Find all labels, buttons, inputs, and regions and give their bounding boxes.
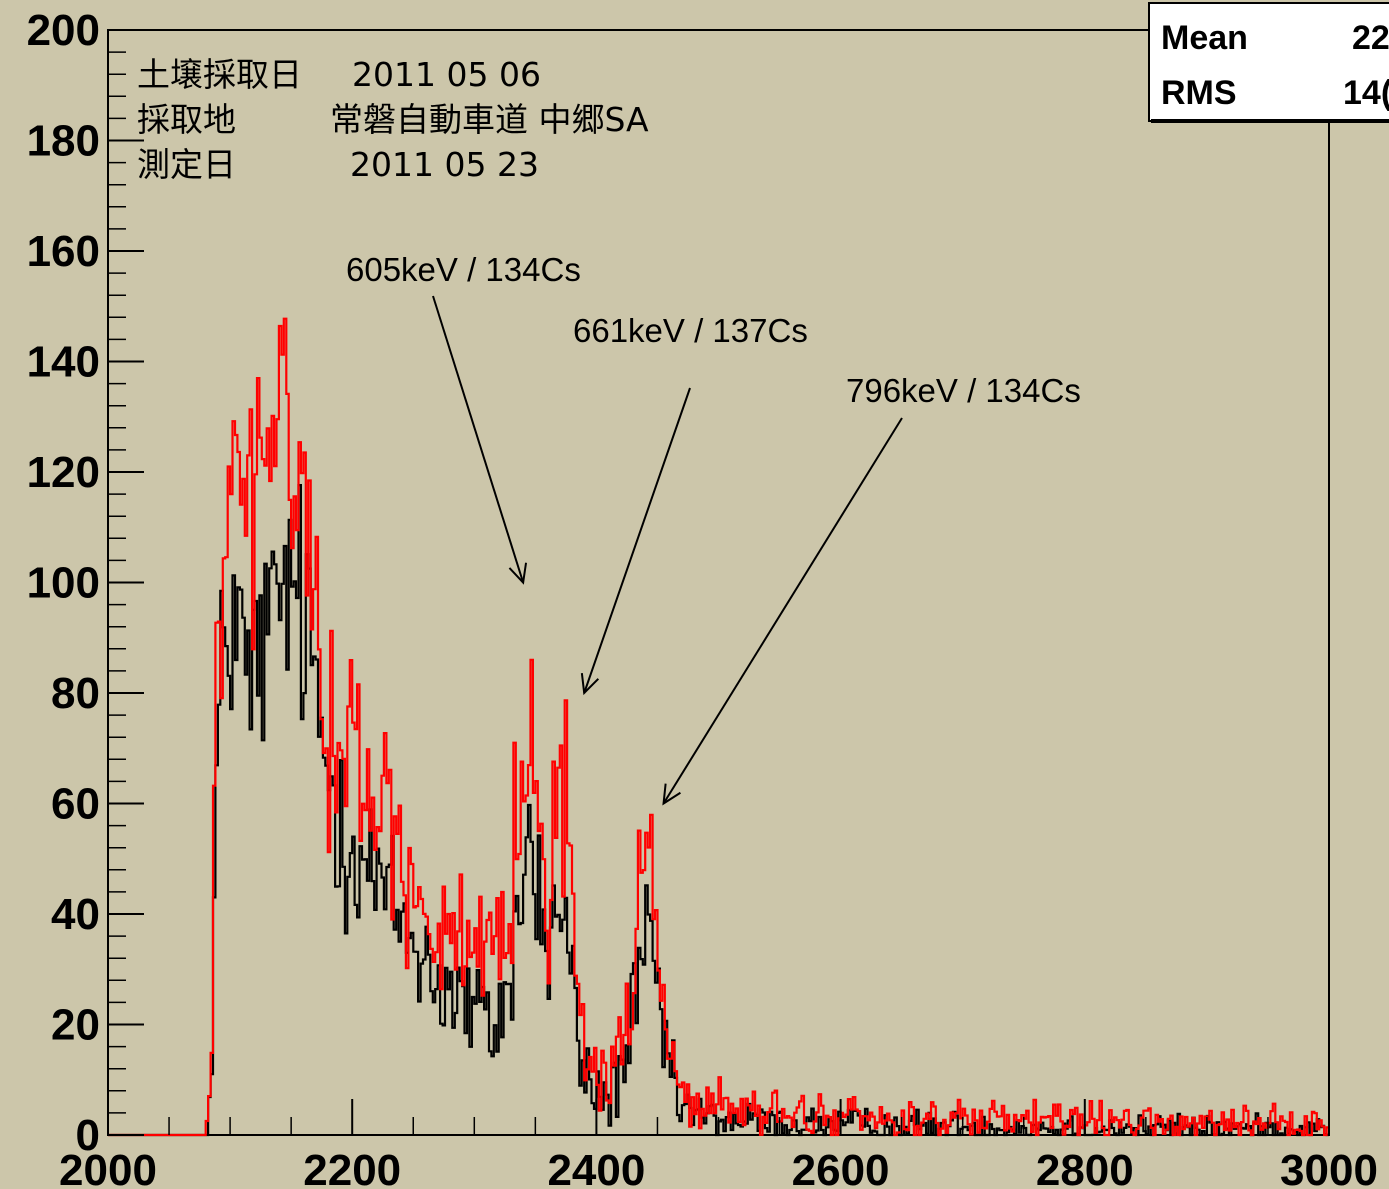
x-tick-label: 2000 [59, 1146, 157, 1189]
histogram-series-1 [108, 317, 1329, 1137]
x-tick-label: 2800 [1036, 1146, 1134, 1189]
peak-annotations: 605keV / 134Cs 661keV / 137Cs 796keV / 1… [346, 251, 1081, 806]
y-tick-label: 180 [27, 117, 100, 166]
annotation-661kev: 661keV / 137Cs [573, 312, 808, 349]
y-tick-label: 140 [27, 338, 100, 387]
x-tick-label: 2400 [547, 1146, 645, 1189]
stat-rms-label: RMS [1161, 74, 1237, 112]
histogram-series [108, 317, 1329, 1137]
x-tick-label: 3000 [1280, 1146, 1378, 1189]
annotation-arrow-line [662, 417, 903, 805]
y-tick-label: 0 [76, 1111, 100, 1160]
y-tick-label: 60 [51, 780, 100, 829]
annotation-arrow-head [662, 783, 681, 806]
x-tick-label: 2200 [303, 1146, 401, 1189]
info-row2-label: 採取地 [137, 100, 236, 139]
stats-box: Mean 22 RMS 14( [1148, 2, 1389, 123]
annotation-arrow-line [583, 387, 691, 694]
stat-rms-value: 14( [1343, 74, 1389, 112]
stat-mean-value: 22 [1352, 19, 1389, 57]
histogram-series-0 [108, 484, 1329, 1137]
sample-info: 土壌採取日 2011 05 06 採取地 常磐自動車道 中郷SA 測定日 201… [137, 55, 649, 184]
annotation-arrow-head [580, 673, 600, 696]
annotation-605kev: 605keV / 134Cs [346, 251, 581, 288]
y-tick-label: 80 [51, 669, 100, 718]
annotation-796kev: 796keV / 134Cs [846, 372, 1081, 409]
y-tick-label: 40 [51, 890, 100, 939]
info-row2-value: 常磐自動車道 中郷SA [330, 100, 649, 139]
annotation-arrow-line [432, 295, 525, 583]
y-tick-label: 20 [51, 1001, 100, 1050]
info-row1-value: 2011 05 06 [352, 55, 541, 94]
y-tick-label: 120 [27, 448, 100, 497]
info-row3-value: 2011 05 23 [350, 145, 539, 184]
info-row1-label: 土壌採取日 [137, 55, 302, 94]
y-tick-label: 100 [27, 559, 100, 608]
y-tick-label: 160 [27, 227, 100, 276]
info-row3-label: 測定日 [137, 145, 236, 184]
stat-mean-label: Mean [1161, 19, 1248, 57]
annotation-arrow-head [508, 562, 528, 585]
x-tick-label: 2600 [792, 1146, 890, 1189]
y-tick-label: 200 [27, 6, 100, 55]
axes: 0 20 40 60 80 100 120 140 160 180 200 2000 2200 2400 2… [27, 6, 1378, 1189]
stats-box-background [1148, 2, 1389, 122]
